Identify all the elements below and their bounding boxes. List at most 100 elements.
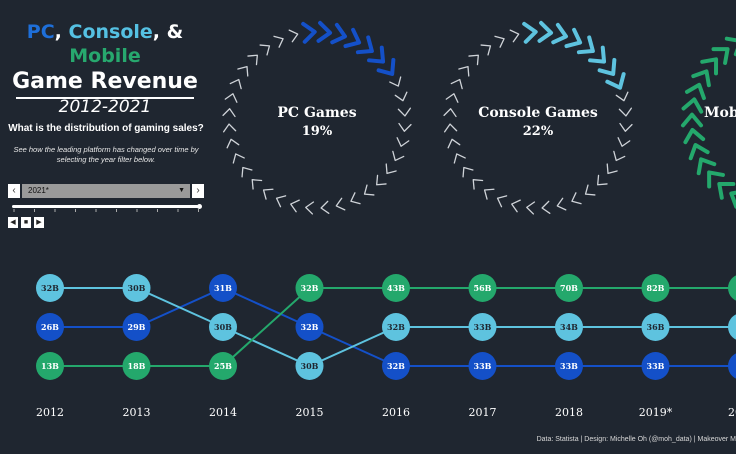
donut-pct-pc: 19% — [302, 124, 333, 139]
donut-share-chevron — [522, 21, 538, 44]
data-point-mobile[interactable]: 56B — [468, 274, 497, 302]
donut-remainder-chevron — [526, 201, 536, 215]
slider-ticks — [13, 209, 199, 212]
playback-controls: ◀ ■ ▶ — [8, 217, 48, 229]
step-back-button[interactable]: ◀ — [8, 217, 18, 228]
data-point-pc[interactable]: 33B — [555, 352, 583, 380]
donut-console — [443, 20, 633, 215]
data-point-console[interactable]: 30B — [122, 274, 151, 302]
data-point-pc[interactable]: 31B — [209, 274, 237, 302]
data-point-mobile[interactable]: 18B — [122, 352, 151, 380]
data-point-marker — [555, 274, 583, 302]
data-label: 56B — [474, 283, 492, 293]
donut-remainder-chevron — [396, 137, 410, 147]
x-tick-label: 2014 — [209, 406, 237, 419]
data-point-pc[interactable]: 26B — [36, 313, 64, 341]
donut-remainder-chevron — [226, 138, 240, 149]
donut-share-chevron — [355, 35, 374, 55]
title-pc: PC — [26, 21, 55, 43]
data-point-console[interactable]: 34B — [555, 313, 583, 341]
donut-share-chevron — [343, 27, 362, 49]
data-point-mobile[interactable]: 25B — [209, 352, 237, 380]
year-slider[interactable] — [12, 204, 202, 212]
x-tick-label: 2017 — [469, 406, 497, 419]
donut-remainder-chevron — [462, 166, 474, 178]
data-point-console[interactable] — [728, 313, 736, 341]
slider-handle[interactable] — [197, 204, 202, 209]
data-point-console[interactable]: 30B — [209, 313, 237, 341]
donut-remainder-chevron — [494, 35, 505, 48]
donut-pc — [222, 20, 412, 215]
data-point-marker — [555, 313, 583, 341]
data-label: 31B — [214, 283, 232, 293]
donut-remainder-chevron — [584, 184, 596, 196]
donut-remainder-chevron — [288, 29, 299, 43]
data-label: 30B — [214, 322, 232, 332]
data-point-mobile[interactable]: 32B — [295, 274, 324, 302]
data-point-marker — [122, 352, 151, 380]
year-select[interactable]: 2021* ▼ — [22, 184, 190, 198]
donut-mobile — [681, 36, 736, 209]
donut-label-pc: PC Games — [277, 105, 356, 121]
data-label: 32B — [41, 283, 59, 293]
chevron-right-icon: › — [196, 185, 200, 196]
donut-remainder-chevron — [480, 44, 492, 56]
data-point-marker — [36, 274, 64, 302]
data-point-pc[interactable] — [728, 352, 736, 380]
donut-remainder-chevron — [305, 201, 315, 215]
data-point-mobile[interactable]: 9 — [728, 274, 736, 302]
donut-pct-console: 22% — [523, 124, 554, 139]
data-point-console[interactable]: 32B — [382, 313, 410, 341]
donut-remainder-chevron — [445, 93, 459, 103]
donut-share-chevron — [711, 47, 730, 65]
donut-share-chevron — [685, 82, 706, 101]
stop-icon: ■ — [23, 219, 29, 226]
data-point-marker — [641, 274, 670, 302]
donut-remainder-chevron — [290, 199, 300, 213]
data-point-marker — [209, 352, 237, 380]
data-point-console[interactable]: 33B — [468, 313, 497, 341]
data-point-marker — [641, 313, 670, 341]
data-point-marker — [641, 352, 670, 380]
x-tick-label: 2015 — [296, 406, 324, 419]
data-point-mobile[interactable]: 13B — [36, 352, 64, 380]
data-point-console[interactable]: 30B — [295, 352, 324, 380]
data-label: 33B — [474, 322, 492, 332]
question-text: What is the distribution of gaming sales… — [8, 123, 204, 134]
donut-share-chevron — [537, 20, 554, 43]
donut-remainder-chevron — [496, 195, 508, 208]
donut-remainder-chevron — [397, 107, 411, 117]
data-label: 26B — [41, 322, 59, 332]
data-label: 70B — [560, 283, 578, 293]
data-point-pc[interactable]: 33B — [468, 352, 497, 380]
data-point-mobile[interactable]: 82B — [641, 274, 670, 302]
donut-remainder-chevron — [453, 153, 466, 164]
data-point-pc[interactable]: 32B — [382, 352, 410, 380]
next-year-button[interactable]: › — [192, 184, 204, 198]
data-point-console[interactable]: 32B — [36, 274, 64, 302]
donut-share-chevron — [605, 72, 626, 90]
donut-remainder-chevron — [392, 150, 405, 162]
donut-share-chevron — [376, 57, 396, 76]
data-label: 13B — [41, 361, 59, 371]
x-tick-label: 2012 — [36, 406, 64, 419]
data-point-pc[interactable]: 32B — [295, 313, 324, 341]
donut-share-chevron — [597, 57, 617, 76]
data-point-mobile[interactable]: 43B — [382, 274, 410, 302]
step-forward-button[interactable]: ▶ — [34, 217, 44, 228]
data-point-marker — [468, 352, 497, 380]
stop-button[interactable]: ■ — [21, 217, 31, 228]
prev-year-button[interactable]: ‹ — [8, 184, 20, 198]
donut-remainder-chevron — [468, 54, 479, 66]
data-point-marker — [728, 275, 736, 301]
data-point-console[interactable]: 36B — [641, 313, 670, 341]
data-point-pc[interactable]: 29B — [122, 313, 151, 341]
donut-remainder-chevron — [398, 122, 412, 132]
data-point-marker — [468, 274, 497, 302]
series-points: 26B 29B 31B 32B 32B 33B 33B 33B 32B 30B 30B 30B 32B 3… — [36, 274, 736, 380]
donut-share-chevron — [301, 21, 317, 44]
data-point-pc[interactable]: 33B — [641, 352, 670, 380]
data-point-marker — [209, 274, 237, 302]
data-point-mobile[interactable]: 70B — [555, 274, 583, 302]
title-game-revenue: Game Revenue — [12, 69, 198, 94]
